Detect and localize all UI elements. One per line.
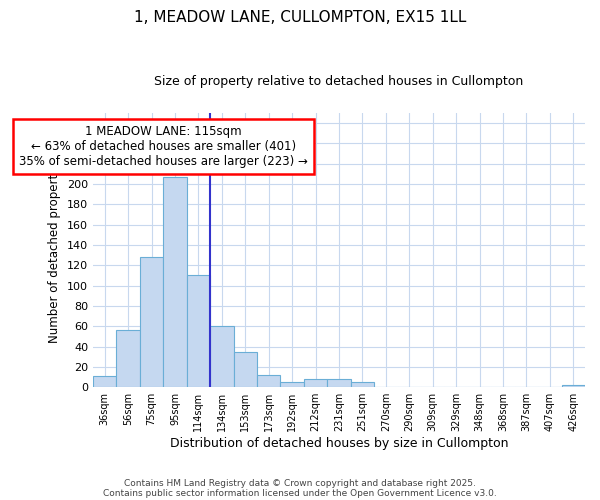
Bar — [187, 276, 210, 387]
Text: Contains HM Land Registry data © Crown copyright and database right 2025.: Contains HM Land Registry data © Crown c… — [124, 478, 476, 488]
Bar — [233, 352, 257, 387]
Text: 1, MEADOW LANE, CULLOMPTON, EX15 1LL: 1, MEADOW LANE, CULLOMPTON, EX15 1LL — [134, 10, 466, 25]
Bar — [116, 330, 140, 387]
Text: Contains public sector information licensed under the Open Government Licence v3: Contains public sector information licen… — [103, 488, 497, 498]
Bar — [210, 326, 233, 387]
Bar — [140, 257, 163, 387]
Bar — [163, 177, 187, 387]
Bar — [304, 379, 327, 387]
Bar — [562, 385, 585, 387]
Bar — [351, 382, 374, 387]
X-axis label: Distribution of detached houses by size in Cullompton: Distribution of detached houses by size … — [170, 437, 508, 450]
Y-axis label: Number of detached properties: Number of detached properties — [49, 157, 61, 343]
Bar — [93, 376, 116, 387]
Bar — [257, 375, 280, 387]
Bar — [280, 382, 304, 387]
Text: 1 MEADOW LANE: 115sqm
← 63% of detached houses are smaller (401)
35% of semi-det: 1 MEADOW LANE: 115sqm ← 63% of detached … — [19, 125, 308, 168]
Bar — [327, 379, 351, 387]
Title: Size of property relative to detached houses in Cullompton: Size of property relative to detached ho… — [154, 75, 524, 88]
